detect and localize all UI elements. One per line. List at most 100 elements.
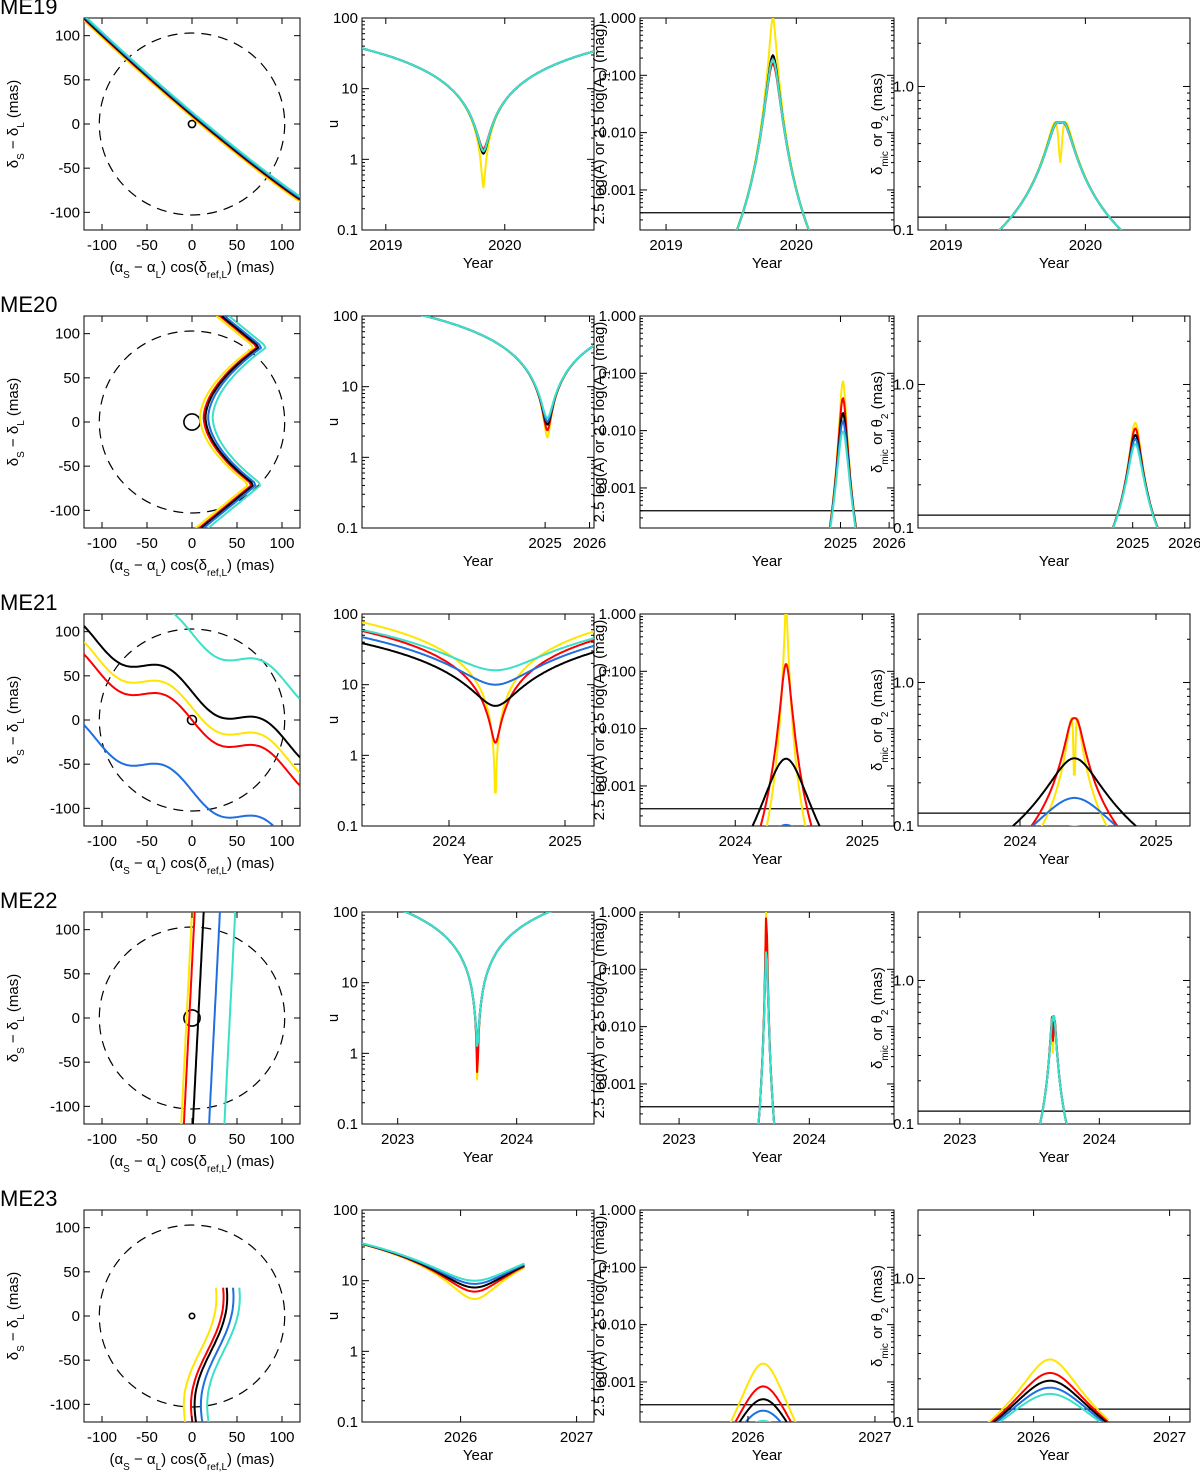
y-tick-label: 0.010 — [598, 721, 636, 738]
year-label: Year — [1039, 553, 1069, 570]
y-tick-label: 0.010 — [598, 125, 636, 142]
sky-y-label: δS − δL (mas) — [5, 676, 27, 765]
mag-curve-cyan — [757, 951, 776, 1124]
y-tick-label: 1 — [350, 747, 358, 764]
x-tick-label: 2025 — [1116, 535, 1149, 552]
x-tick-label: 2019 — [929, 237, 962, 254]
trajectory-black — [84, 625, 300, 759]
x-tick-label: 2024 — [1083, 1131, 1116, 1148]
x-tick-label: 2026 — [1168, 535, 1200, 552]
y-tick-label: 0 — [72, 414, 80, 431]
u-panel: 2023 2024 Year 100 10 1 0.1 u — [325, 904, 595, 1166]
y-tick-label: 0.001 — [598, 182, 636, 199]
delta-panel: 2023 2024 Year 1.0 0.1 δmic or θ2 (mas) — [869, 911, 1191, 1166]
event-label: ME23 — [0, 1186, 57, 1211]
u-curve-cyan — [362, 1242, 525, 1282]
x-tick-label: -50 — [136, 1131, 158, 1148]
y-tick-label: 100 — [55, 326, 80, 343]
year-label: Year — [752, 851, 782, 868]
trajectory-cyan — [172, 614, 300, 700]
trajectory-blue — [203, 316, 262, 528]
trajectory-yellow — [84, 19, 300, 203]
y-tick-label: 0 — [72, 1010, 80, 1027]
x-tick-label: 0 — [188, 1429, 196, 1446]
year-label: Year — [463, 1149, 493, 1166]
x-tick-label: -100 — [87, 1429, 117, 1446]
delta-frame — [917, 613, 1191, 827]
y-tick-label: 100 — [55, 922, 80, 939]
sky-plot-area — [98, 912, 286, 1124]
u-panel: 2024 2025 Year 100 10 1 0.1 u — [325, 606, 595, 868]
trajectory-cyan — [207, 316, 267, 528]
u-curve-cyan — [362, 47, 594, 153]
year-label: Year — [752, 553, 782, 570]
year-label: Year — [1039, 255, 1069, 272]
y-tick-label: 100 — [55, 1220, 80, 1237]
sky-plot-area — [84, 614, 300, 826]
year-label: Year — [463, 1447, 493, 1464]
mag-y-label: 2.5 log(A) or 2.5 log(A1) (mag) — [591, 620, 613, 821]
x-tick-label: 2023 — [662, 1131, 695, 1148]
u-y-label: u — [325, 1312, 342, 1320]
delta-curve-yellow — [1039, 1015, 1068, 1124]
u-plot-area — [362, 1242, 525, 1300]
event-row-me22: ME22 -100 -50 0 50 100 100 50 0 -50 -100 (αS − αL) … — [0, 888, 1191, 1175]
year-label: Year — [463, 255, 493, 272]
x-tick-label: 2024 — [1003, 833, 1036, 850]
y-tick-label: 0.1 — [893, 818, 914, 835]
year-label: Year — [1039, 1149, 1069, 1166]
y-tick-label: 1.000 — [598, 904, 636, 921]
mag-frame — [639, 1209, 895, 1423]
delta-frame — [917, 315, 1191, 529]
y-tick-label: 0.001 — [598, 480, 636, 497]
x-tick-label: -50 — [136, 833, 158, 850]
y-tick-label: 0.010 — [598, 1317, 636, 1334]
delta-plot-area — [918, 1015, 1190, 1124]
y-tick-label: 1 — [350, 151, 358, 168]
u-frame — [361, 17, 595, 231]
einstein-ring — [98, 628, 286, 812]
y-tick-label: 100 — [55, 624, 80, 641]
event-row-me23: ME23 -100 -50 0 50 100 100 50 0 -50 -100 (αS − αL) … — [0, 1186, 1191, 1473]
u-curve-blue — [362, 636, 594, 686]
delta-panel: 2025 2026 Year 1.0 0.1 δmic or θ2 (mas) — [869, 315, 1200, 570]
year-label: Year — [752, 1149, 782, 1166]
sky-frame — [83, 911, 301, 1125]
trajectory-yellow — [182, 1287, 218, 1422]
mag-curve-yellow — [735, 18, 811, 230]
y-tick-label: 0.100 — [598, 365, 636, 382]
y-tick-label: 50 — [63, 1264, 80, 1281]
y-tick-label: 0.100 — [598, 1259, 636, 1276]
delta-curve-cyan — [1112, 443, 1159, 528]
y-tick-label: 1.000 — [598, 308, 636, 325]
trajectory-red — [198, 316, 258, 528]
x-tick-label: 2025 — [1139, 833, 1172, 850]
x-tick-label: 2019 — [649, 237, 682, 254]
mag-curve-yellow — [828, 380, 858, 528]
delta-curve-blue — [994, 1386, 1105, 1422]
mag-curve-red — [757, 917, 776, 1124]
x-tick-label: 50 — [229, 1429, 246, 1446]
trajectory-black — [200, 316, 260, 528]
y-tick-label: -50 — [58, 1352, 80, 1369]
delta-plot-area — [918, 717, 1190, 826]
mag-curve-red — [734, 1385, 793, 1422]
x-tick-label: 2025 — [846, 833, 879, 850]
u-y-label: u — [325, 1014, 342, 1022]
sky-x-label: (αS − αL) cos(δref,L) (mas) — [109, 855, 274, 877]
sky-y-label: δS − δL (mas) — [5, 1272, 27, 1361]
y-tick-label: -100 — [50, 502, 80, 519]
x-tick-label: 2027 — [1153, 1429, 1186, 1446]
delta-curve-yellow — [1111, 421, 1159, 528]
delta-curve-red — [990, 1372, 1110, 1422]
y-tick-label: 10 — [341, 1273, 358, 1290]
y-tick-label: 0.001 — [598, 778, 636, 795]
x-tick-label: 100 — [269, 237, 294, 254]
x-tick-label: 100 — [269, 1131, 294, 1148]
y-tick-label: 0.1 — [893, 1116, 914, 1133]
trajectory-blue — [199, 1287, 235, 1422]
x-tick-label: 50 — [229, 237, 246, 254]
x-tick-label: -100 — [87, 833, 117, 850]
delta-curve-red — [1030, 717, 1119, 826]
